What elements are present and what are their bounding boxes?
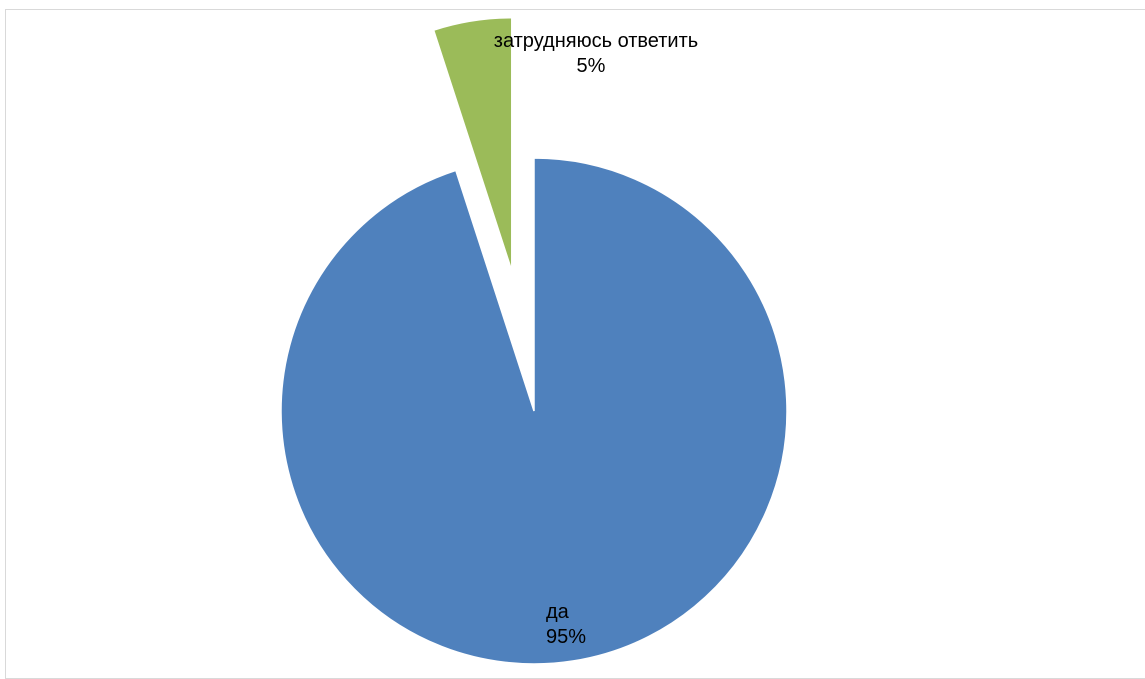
slice-label-yes-name: да xyxy=(546,601,570,623)
slice-label-yes-value: 95% xyxy=(546,626,586,648)
slice-label-not-sure-name: затрудняюсь ответить xyxy=(494,30,698,52)
pie-slice-yes xyxy=(280,157,788,665)
slice-label-not-sure-value: 5% xyxy=(577,55,606,77)
pie-slice-not-sure xyxy=(432,16,513,271)
data-labels-group: затрудняюсь ответить 5% да 95% xyxy=(494,30,698,648)
pie-slices-group xyxy=(280,16,788,665)
